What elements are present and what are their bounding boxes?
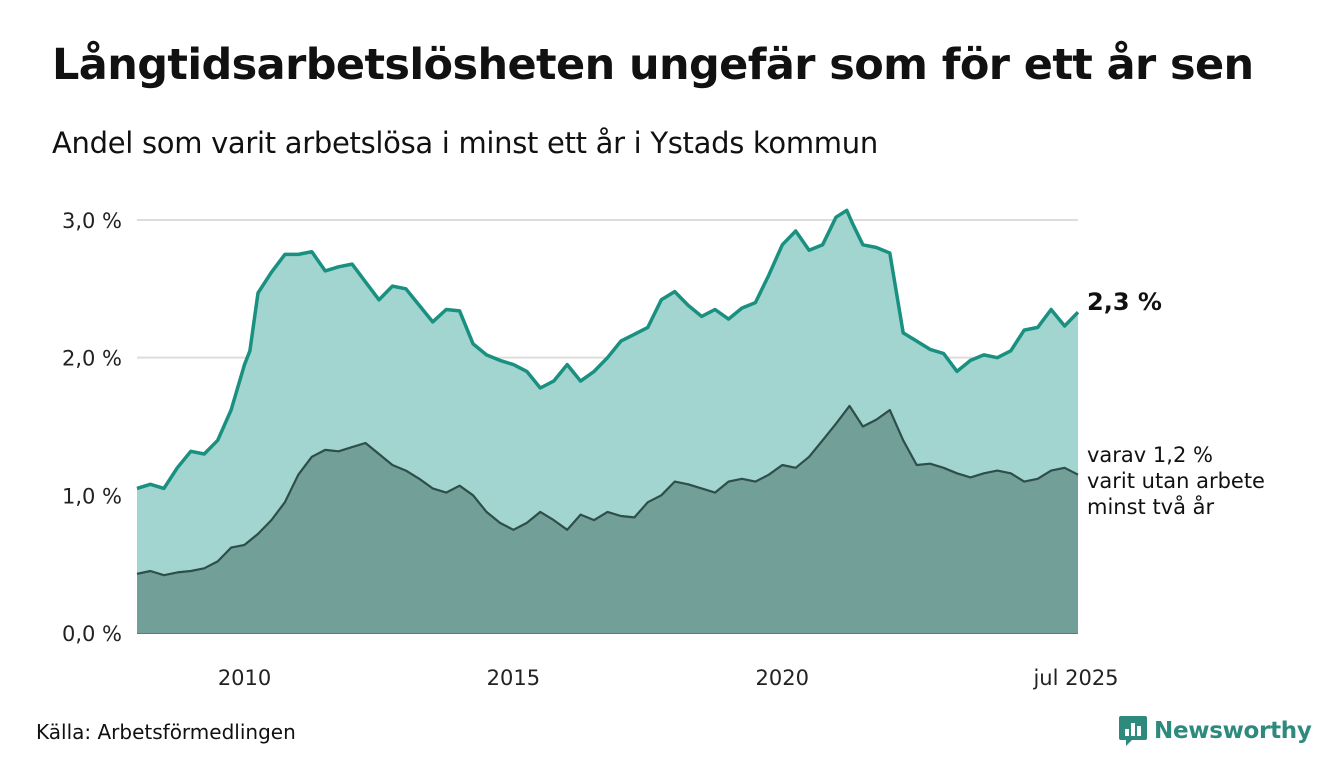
y-tick-label: 0,0 % bbox=[62, 622, 122, 646]
note-line: varit utan arbete bbox=[1087, 469, 1265, 493]
series-layer bbox=[136, 208, 1080, 633]
area-chart: 0,0 % 1,0 % 2,0 % 3,0 % 2010 2015 2020 jul 202… bbox=[62, 208, 1265, 690]
x-tick-label: 2010 bbox=[218, 666, 271, 690]
two-year-series-line bbox=[136, 404, 1079, 577]
newsworthy-logo-icon bbox=[1119, 716, 1147, 746]
y-tick-label: 1,0 % bbox=[62, 484, 122, 508]
annotations: 2,3 % varav 1,2 % varit utan arbete minst … bbox=[1087, 288, 1265, 519]
y-axis: 0,0 % 1,0 % 2,0 % 3,0 % bbox=[62, 209, 122, 646]
secondary-series-note: varav 1,2 % varit utan arbete minst två år bbox=[1087, 443, 1265, 519]
x-tick-label: 2015 bbox=[487, 666, 540, 690]
source-credit: Källa: Arbetsförmedlingen bbox=[36, 720, 296, 744]
x-axis: 2010 2015 2020 jul 2025 bbox=[218, 666, 1119, 690]
y-tick-label: 3,0 % bbox=[62, 209, 122, 233]
brand-logo: Newsworthy bbox=[1118, 714, 1312, 748]
y-tick-label: 2,0 % bbox=[62, 347, 122, 371]
two-year-series-area bbox=[137, 405, 1078, 633]
chart-subtitle: Andel som varit arbetslösa i minst ett å… bbox=[52, 126, 878, 160]
brand-name: Newsworthy bbox=[1154, 718, 1312, 744]
note-line: minst två år bbox=[1087, 494, 1215, 519]
note-line: varav 1,2 % bbox=[1087, 443, 1213, 467]
x-tick-label: 2020 bbox=[756, 666, 809, 690]
end-value-label: 2,3 % bbox=[1087, 288, 1162, 316]
chart-title: Långtidsarbetslösheten ungefär som för e… bbox=[52, 40, 1254, 90]
x-tick-label: jul 2025 bbox=[1032, 666, 1118, 690]
total-series-line bbox=[136, 208, 1080, 491]
